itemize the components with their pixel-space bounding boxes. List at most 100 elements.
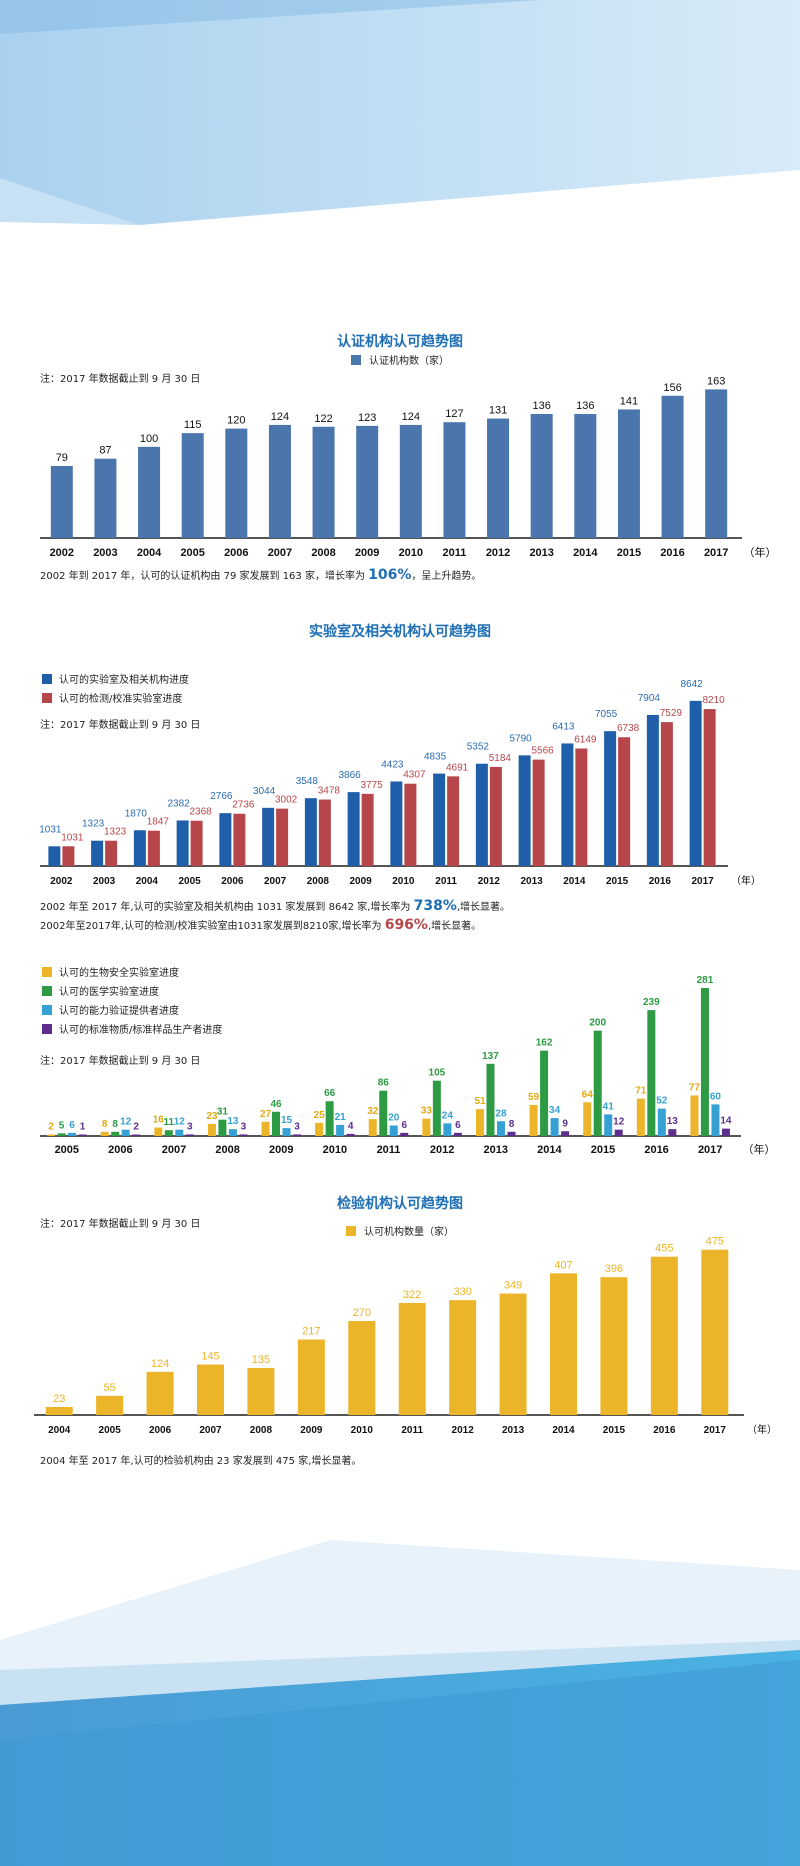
x-tick-label: 2002 — [50, 876, 73, 887]
data-label: 66 — [324, 1088, 336, 1099]
bar — [262, 807, 275, 866]
bar — [721, 1128, 730, 1136]
bar — [164, 1130, 173, 1136]
bar — [325, 1101, 334, 1136]
data-label: 8 — [509, 1119, 515, 1130]
data-label: 322 — [403, 1289, 421, 1301]
bar — [705, 389, 728, 538]
bar — [422, 1118, 431, 1136]
bar — [711, 1104, 720, 1136]
bar — [185, 1134, 194, 1136]
data-note: 注：2017 年数据截止到 9 月 30 日 — [40, 720, 201, 731]
x-tick-label: 2014 — [563, 876, 586, 887]
data-label: 77 — [689, 1082, 701, 1093]
chart-description: 2004 年至 2017 年,认可的检验机构由 23 家发展到 475 家,增长… — [40, 1456, 362, 1467]
data-label: 217 — [302, 1325, 320, 1337]
data-label: 105 — [429, 1068, 446, 1079]
x-tick-label: 2005 — [99, 1425, 122, 1436]
desc-text-end: ，呈上升趋势。 — [411, 571, 482, 582]
bar — [96, 1395, 124, 1415]
bar — [486, 1063, 495, 1136]
bar — [276, 808, 289, 866]
x-tick-label: 2002 — [50, 547, 74, 559]
bar — [489, 766, 502, 866]
bar — [583, 1102, 592, 1136]
data-label: 55 — [104, 1382, 116, 1394]
bar — [176, 820, 189, 866]
bar — [600, 1277, 628, 1415]
legend-label: 认可的医学实验室进度 — [59, 987, 159, 998]
bar — [219, 813, 232, 866]
data-label: 7529 — [660, 708, 683, 719]
special-field-chart: 认可的生物安全实验室进度 认可的医学实验室进度 认可的能力验证提供者进度 认可的… — [0, 940, 800, 1165]
x-tick-label: 2004 — [137, 547, 162, 559]
data-label: 156 — [663, 382, 681, 394]
data-label: 13 — [667, 1116, 679, 1127]
data-label: 6738 — [617, 723, 640, 734]
data-label: 23 — [206, 1111, 218, 1122]
bar — [518, 755, 531, 866]
data-label: 3478 — [318, 786, 341, 797]
bar — [575, 748, 588, 866]
bar — [529, 1104, 538, 1136]
data-label: 6149 — [574, 734, 597, 745]
bar — [647, 1010, 656, 1136]
data-label: 5790 — [510, 733, 533, 744]
legend-swatch-purple — [42, 1023, 52, 1034]
data-note: 注：2017 年数据截止到 9 月 30 日 — [40, 1056, 201, 1067]
x-tick-label: 2016 — [653, 1425, 676, 1436]
data-label: 3044 — [253, 786, 276, 797]
data-label: 4 — [348, 1121, 354, 1132]
x-tick-label: 2015 — [603, 1425, 626, 1436]
bar — [540, 1050, 549, 1136]
chart-description-2: 2002年至2017年,认可的检测/校准实验室由1031家发展到8210家,增长… — [40, 917, 481, 933]
bar — [304, 798, 317, 866]
x-tick-label: 2009 — [350, 876, 373, 887]
data-label: 2 — [48, 1122, 54, 1133]
data-label: 1 — [80, 1122, 86, 1133]
bar — [225, 428, 248, 538]
data-label: 6 — [401, 1120, 407, 1131]
data-label: 13 — [227, 1116, 239, 1127]
legend-item: 认可的实验室及相关机构进度 — [42, 669, 189, 688]
data-label: 1847 — [147, 817, 170, 828]
x-tick-label: 2006 — [221, 876, 244, 887]
bar — [356, 425, 379, 538]
x-tick-label: 2009 — [269, 1144, 293, 1156]
x-tick-label: 2007 — [268, 547, 292, 559]
data-label: 163 — [707, 375, 725, 387]
bar — [400, 1132, 409, 1136]
data-label: 122 — [314, 413, 332, 425]
legend-item: 认可的标准物质/标准样品生产者进度 — [42, 1019, 222, 1038]
data-label: 8210 — [703, 695, 726, 706]
data-label: 115 — [184, 419, 202, 431]
data-label: 281 — [697, 975, 714, 986]
data-label: 31 — [217, 1107, 229, 1118]
bar — [617, 409, 640, 538]
data-label: 137 — [482, 1051, 499, 1062]
bar — [379, 1090, 388, 1136]
data-label: 3548 — [296, 776, 319, 787]
bar — [48, 846, 61, 866]
bar — [154, 1127, 163, 1136]
data-label: 396 — [605, 1263, 623, 1275]
x-tick-label: 2009 — [355, 547, 379, 559]
bar — [668, 1129, 677, 1136]
x-tick-label: 2005 — [179, 876, 202, 887]
bar — [94, 458, 117, 538]
data-label: 71 — [635, 1086, 647, 1097]
data-label: 1031 — [61, 832, 84, 843]
x-tick-label: 2003 — [93, 876, 116, 887]
data-label: 127 — [445, 408, 463, 420]
bar — [604, 1114, 613, 1136]
data-label: 27 — [260, 1109, 272, 1120]
bar — [190, 820, 203, 866]
bar — [100, 1131, 109, 1136]
bar — [45, 1406, 73, 1415]
bar — [550, 1273, 577, 1415]
bar — [550, 1118, 559, 1136]
x-axis-unit: （年） — [743, 1142, 776, 1156]
x-tick-label: 2004 — [136, 876, 159, 887]
bar — [703, 709, 716, 866]
